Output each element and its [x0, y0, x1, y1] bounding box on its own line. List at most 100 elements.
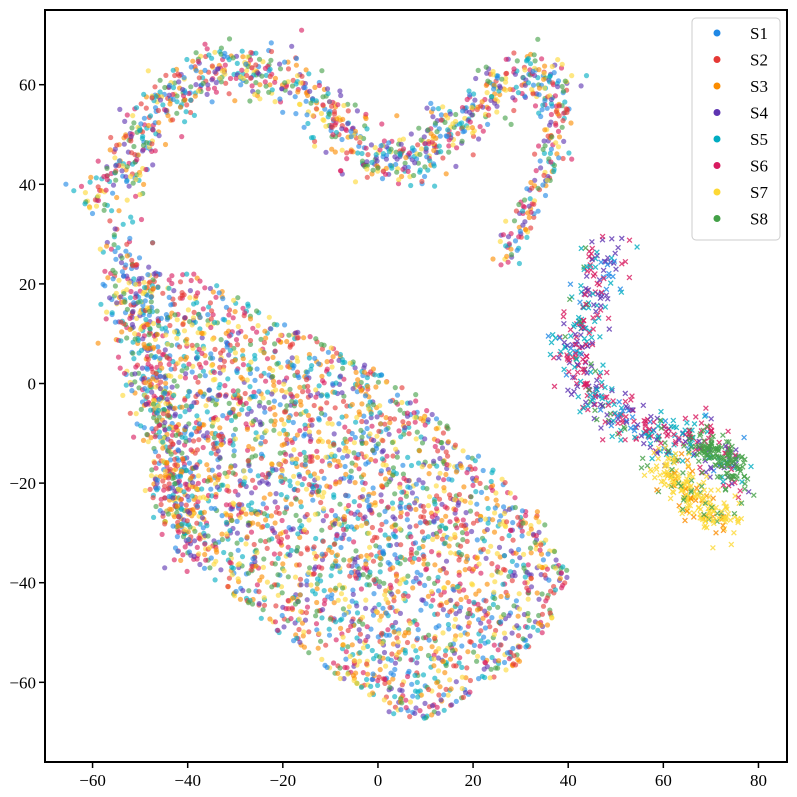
scatter-point-s6	[405, 168, 411, 174]
scatter-point-s8	[359, 434, 365, 440]
scatter-point-s5	[305, 120, 311, 127]
scatter-point-s1	[418, 607, 424, 613]
scatter-point-s6	[319, 458, 325, 464]
scatter-point-s6	[161, 487, 167, 493]
scatter-point-s2	[306, 481, 312, 488]
scatter-point-s3	[288, 501, 294, 507]
scatter-point-s3	[244, 534, 250, 540]
scatter-point-s1	[181, 75, 187, 81]
scatter-point-s2	[296, 626, 302, 633]
scatter-point-s2	[129, 257, 135, 263]
scatter-point-s7	[316, 631, 322, 637]
scatter-point-s5	[160, 439, 166, 445]
scatter-point-s2	[357, 512, 363, 518]
scatter-point-s3	[243, 511, 249, 517]
scatter-point-s1	[514, 247, 520, 253]
scatter-point-s3	[250, 520, 256, 526]
scatter-point-s4	[448, 597, 454, 603]
scatter-point-s1	[222, 50, 228, 56]
scatter-point-s3	[160, 445, 166, 451]
scatter-point-s4	[200, 433, 207, 439]
scatter-point-s5	[250, 394, 256, 400]
scatter-point-s1	[175, 447, 181, 453]
scatter-point-s8	[376, 512, 382, 518]
scatter-point-s6	[446, 143, 452, 149]
scatter-point-s5	[524, 642, 530, 649]
scatter-point-s5	[441, 707, 447, 713]
scatter-points	[63, 27, 757, 721]
scatter-point-s5	[408, 182, 414, 189]
scatter-point-s7	[491, 631, 497, 638]
scatter-point-s3	[544, 622, 551, 628]
scatter-point-s3	[338, 625, 344, 632]
scatter-point-s3	[433, 426, 439, 432]
scatter-point-s1	[283, 504, 289, 510]
scatter-point-s5	[548, 101, 555, 107]
scatter-point-s4	[160, 510, 166, 516]
scatter-point-s8	[146, 332, 152, 338]
scatter-point-s8	[229, 517, 235, 524]
scatter-point-s2	[294, 335, 300, 341]
scatter-point-s2	[530, 91, 536, 97]
scatter-point-s3	[145, 322, 151, 328]
scatter-point-s7	[346, 604, 352, 610]
scatter-point-s4	[215, 448, 221, 454]
scatter-point-s8	[192, 528, 198, 534]
scatter-point-s3	[557, 575, 563, 582]
scatter-point-s6	[186, 361, 192, 367]
scatter-point-s6	[523, 513, 529, 519]
scatter-point-s7	[503, 87, 509, 93]
scatter-point-s8	[388, 146, 394, 152]
scatter-point-s7	[541, 70, 547, 76]
scatter-point-s7	[163, 332, 169, 338]
scatter-point-s2	[283, 459, 289, 465]
scatter-point-s3	[340, 642, 346, 648]
scatter-point-s6	[272, 619, 278, 625]
scatter-point-s4	[261, 405, 267, 411]
scatter-point-s5	[353, 419, 359, 425]
scatter-point-s5	[195, 354, 201, 360]
scatter-point-s6	[329, 507, 335, 514]
scatter-point-s3	[162, 141, 169, 148]
scatter-point-s1	[398, 505, 404, 511]
scatter-point-s3	[267, 491, 273, 497]
scatter-point-s6	[243, 421, 249, 427]
scatter-point-s7	[277, 431, 283, 437]
scatter-point-s1	[383, 610, 389, 616]
scatter-point-s4	[206, 387, 212, 393]
scatter-point-s1	[514, 562, 520, 568]
scatter-point-s5	[332, 389, 338, 395]
scatter-point-s4	[532, 177, 538, 183]
scatter-point-s7	[430, 536, 436, 543]
scatter-point-s6	[404, 410, 410, 416]
scatter-point-s3	[105, 275, 111, 281]
scatter-point-s5	[208, 450, 214, 456]
scatter-point-s8	[349, 460, 355, 466]
scatter-point-s6	[454, 525, 460, 531]
scatter-point-s7	[153, 384, 159, 390]
scatter-point-s4	[320, 518, 326, 524]
scatter-point-s8	[483, 485, 489, 491]
scatter-point-s3	[272, 75, 278, 81]
scatter-point-s5	[221, 549, 227, 556]
scatter-point-s4	[374, 414, 380, 420]
scatter-point-s3	[107, 147, 113, 153]
scatter-point-s3	[95, 340, 101, 346]
scatter-point-s7	[112, 155, 118, 161]
scatter-point-s7	[395, 639, 401, 645]
scatter-point-s1	[182, 90, 188, 96]
scatter-point-s7	[243, 541, 249, 547]
scatter-point-s6	[194, 544, 200, 551]
scatter-point-s3	[261, 350, 267, 356]
scatter-point-s5	[278, 478, 284, 484]
scatter-point-s7	[492, 579, 498, 585]
scatter-point-s3	[396, 649, 402, 655]
scatter-point-s7	[367, 692, 373, 698]
scatter-point-s6	[435, 438, 441, 444]
scatter-point-s1	[136, 255, 143, 261]
scatter-point-s1	[149, 304, 155, 310]
scatter-point-s2	[389, 651, 395, 657]
scatter-point-s8	[286, 332, 292, 338]
scatter-point-s7	[276, 461, 282, 467]
scatter-point-s2	[177, 344, 183, 350]
